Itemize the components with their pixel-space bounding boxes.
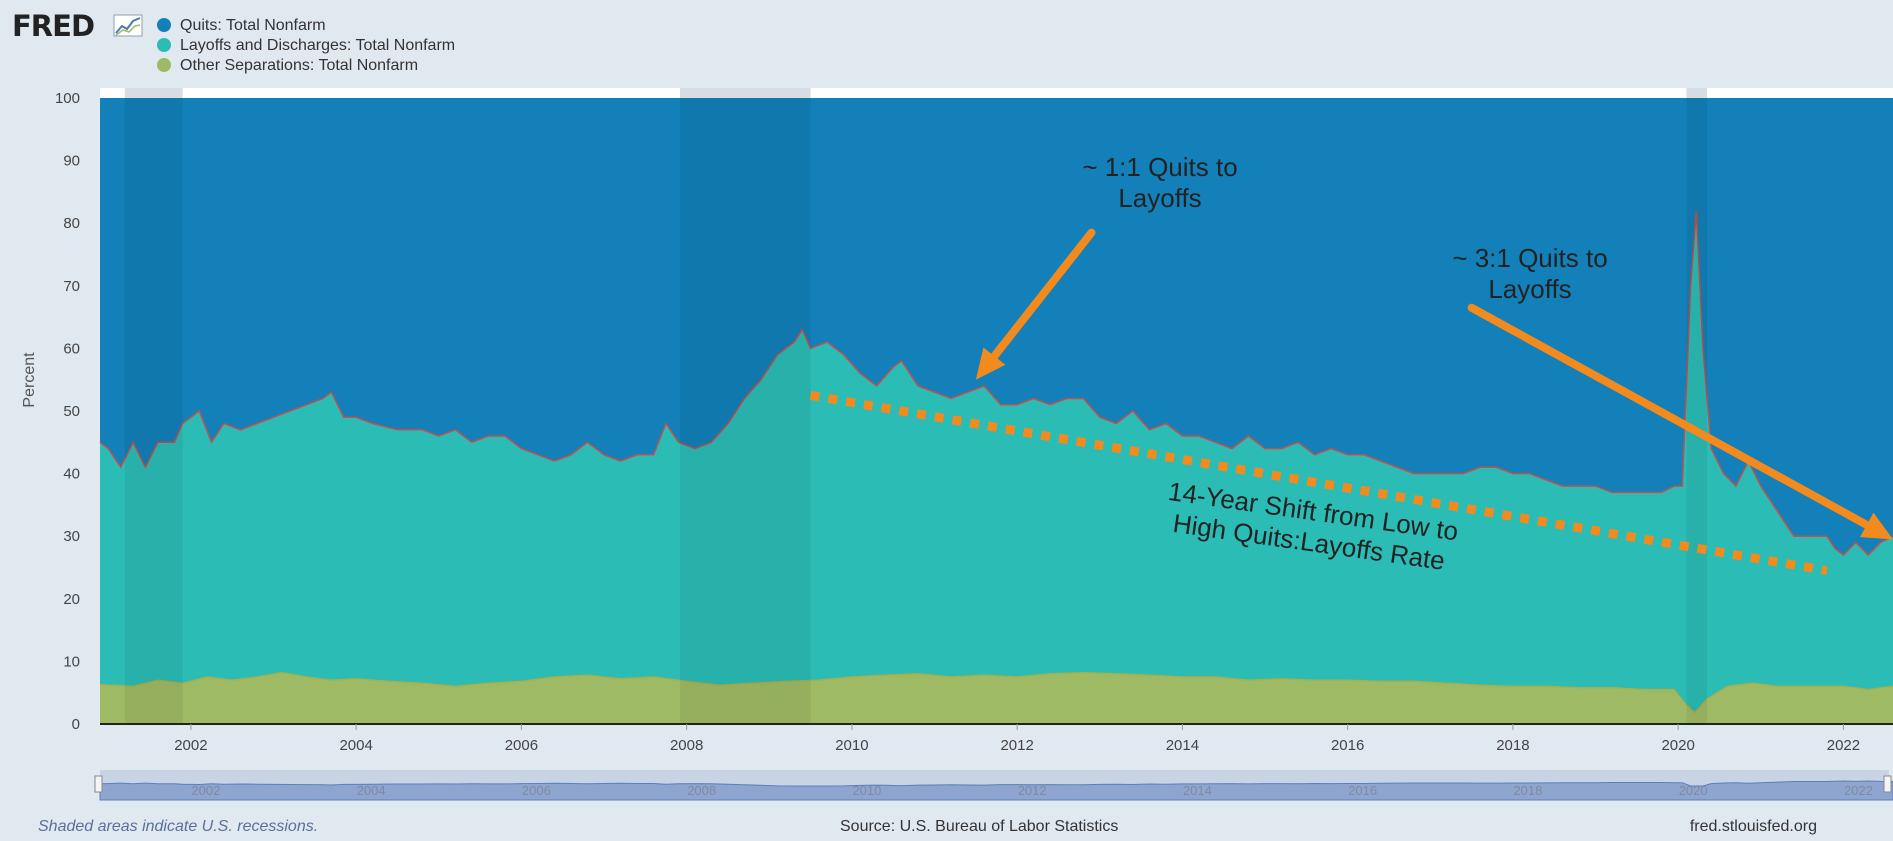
x-tick-2016: 2016 [1331, 737, 1364, 754]
navigator-label-2012: 2012 [1018, 783, 1047, 798]
recession-band-top-1 [124, 88, 183, 98]
annotation-arrow-1 [990, 228, 1096, 361]
recession-note: Shaded areas indicate U.S. recessions. [38, 818, 319, 835]
legend-label-2: Layoffs and Discharges: Total Nonfarm [180, 37, 455, 54]
navigator-label-2016: 2016 [1348, 783, 1377, 798]
site-link[interactable]: fred.stlouisfed.org [1689, 818, 1817, 835]
navigator-label-2018: 2018 [1513, 783, 1542, 798]
navigator-label-2004: 2004 [357, 783, 386, 798]
y-tick-10: 10 [63, 653, 80, 670]
x-tick-2018: 2018 [1496, 737, 1529, 754]
y-tick-90: 90 [63, 153, 80, 170]
y-tick-80: 80 [63, 215, 80, 232]
navigator-handle-left[interactable] [94, 775, 103, 793]
annotation-1-line-2: Layoffs [1118, 183, 1201, 213]
x-tick-2004: 2004 [339, 737, 372, 754]
navigator-label-2014: 2014 [1183, 783, 1212, 798]
x-tick-2002: 2002 [174, 737, 207, 754]
legend-label-1: Quits: Total Nonfarm [180, 17, 326, 34]
recession-band-3 [1686, 98, 1708, 724]
annotation-arrowhead-1 [975, 347, 1006, 380]
legend-label-3: Other Separations: Total Nonfarm [180, 57, 418, 74]
plot-area: 0 10 20 30 40 50 60 70 80 90 100 Percent 2002 2004 200… [21, 88, 1893, 754]
legend-swatch-1 [157, 18, 171, 32]
annotation-2-line-1: ~ 3:1 Quits to [1452, 243, 1607, 273]
series-line-3 [99, 671, 1893, 714]
annotation-1: ~ 1:1 Quits to Layoffs [1082, 152, 1237, 213]
fred-logo[interactable]: FRED [12, 9, 143, 43]
annotation-arrowhead-2 [1859, 512, 1893, 540]
y-tick-100: 100 [55, 90, 80, 107]
navigator-label-2010: 2010 [852, 783, 881, 798]
navigator-handle-right[interactable] [1883, 775, 1892, 793]
recession-band-2 [680, 98, 811, 724]
navigator-label-2002: 2002 [191, 783, 220, 798]
x-tick-2022: 2022 [1827, 737, 1860, 754]
recession-band-top-3 [1686, 88, 1708, 98]
recession-band-top-2 [680, 88, 811, 98]
area-series-2 [100, 210, 1893, 724]
annotation-2: ~ 3:1 Quits to Layoffs [1452, 243, 1607, 304]
y-tick-0: 0 [72, 716, 80, 733]
navigator-label-2006: 2006 [522, 783, 551, 798]
range-navigator[interactable]: 2002 2004 2006 2008 2010 2012 2014 2016 2018 2020… [94, 770, 1893, 801]
chart-legend: Quits: Total Nonfarm Layoffs and Discharg… [157, 17, 455, 74]
y-tick-40: 40 [63, 466, 80, 483]
annotation-2-line-2: Layoffs [1488, 274, 1571, 304]
navigator-label-2020: 2020 [1679, 783, 1708, 798]
y-axis-title: Percent [21, 352, 38, 408]
x-tick-2010: 2010 [835, 737, 868, 754]
legend-swatch-3 [157, 58, 171, 72]
y-tick-50: 50 [63, 403, 80, 420]
navigator-series [99, 780, 1893, 801]
y-tick-20: 20 [63, 591, 80, 608]
x-tick-2014: 2014 [1166, 737, 1199, 754]
y-tick-70: 70 [63, 278, 80, 295]
navigator-label-2022: 2022 [1844, 783, 1873, 798]
annotation-arrow-2 [1467, 303, 1871, 529]
recession-band-1 [124, 98, 183, 724]
series-line-2 [99, 210, 1893, 557]
x-tick-2012: 2012 [1000, 737, 1033, 754]
area-series-3 [100, 672, 1893, 724]
y-tick-60: 60 [63, 340, 80, 357]
plot-top-band [100, 88, 1893, 98]
x-tick-2020: 2020 [1661, 737, 1694, 754]
x-tick-2008: 2008 [670, 737, 703, 754]
source-note: Source: U.S. Bureau of Labor Statistics [840, 818, 1119, 835]
annotation-1-line-1: ~ 1:1 Quits to [1082, 152, 1237, 182]
fred-logo-graph-icon [113, 14, 143, 37]
y-tick-30: 30 [63, 528, 80, 545]
x-tick-2006: 2006 [505, 737, 538, 754]
fred-logo-text: FRED [12, 9, 94, 43]
navigator-label-2008: 2008 [687, 783, 716, 798]
legend-swatch-2 [157, 38, 171, 52]
